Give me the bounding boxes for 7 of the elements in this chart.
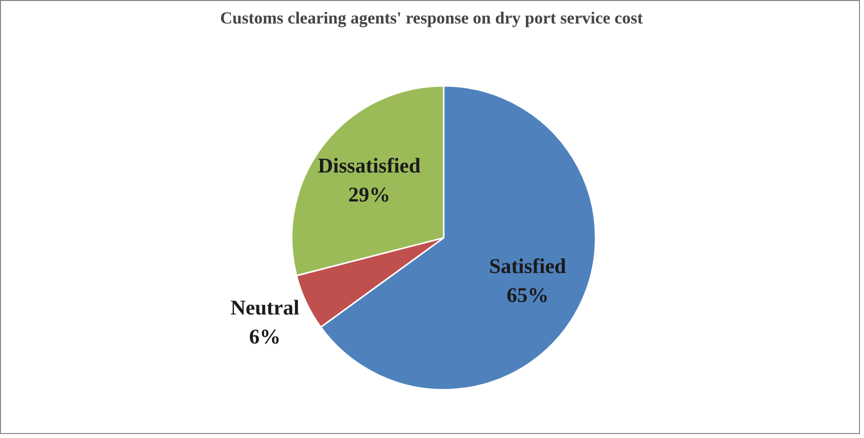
slice-label: Satisfied [489,254,566,278]
data-label: 29% [348,182,390,206]
slice-label: Neutral [230,296,300,320]
data-label: 6% [249,324,281,348]
slice-label: Dissatisfied [318,154,421,178]
chart-title: Customs clearing agents' response on dry port service cost [220,8,644,28]
data-label: 65% [506,283,549,308]
